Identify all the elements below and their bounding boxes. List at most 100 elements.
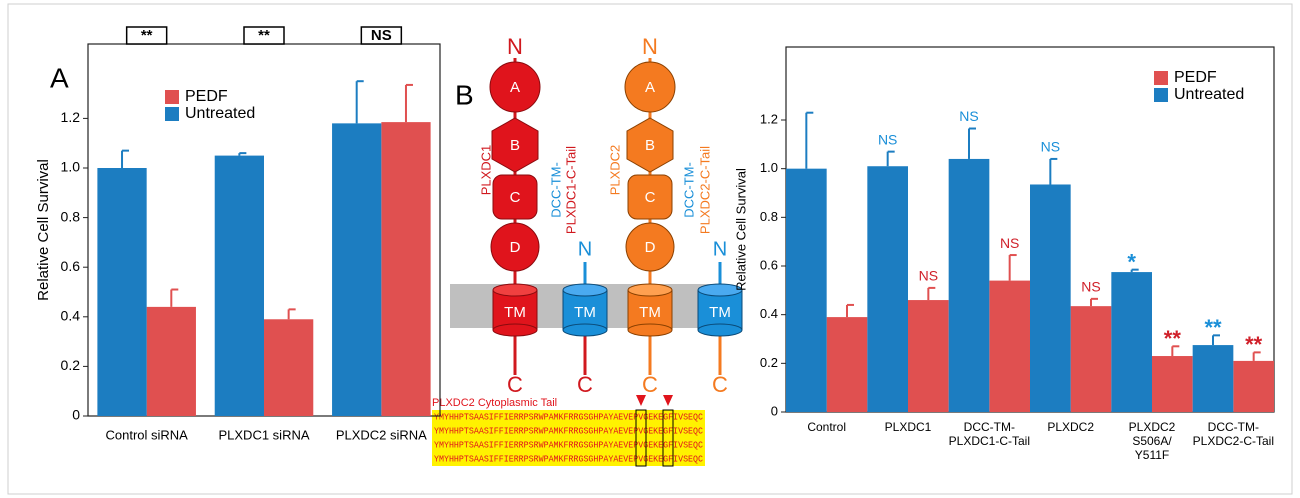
legend-swatch xyxy=(1154,88,1168,102)
tm-cylinder xyxy=(627,323,673,337)
x-tick-label: PLXDC2 siRNA xyxy=(336,427,427,442)
bar xyxy=(867,166,908,412)
legend-label: Untreated xyxy=(185,105,255,122)
sequence: YMYHHPTSAASIFFIERRPSRWPAMKFRRGSGHPAYAEVE… xyxy=(434,454,704,464)
tm-cylinder xyxy=(697,323,743,337)
domain xyxy=(489,61,541,113)
c-terminus: C xyxy=(642,372,658,397)
x-tick-label: DCC-TM- xyxy=(1208,420,1259,434)
annotation: * xyxy=(1127,249,1136,274)
y-tick-label: 1.0 xyxy=(61,159,81,175)
tm-cylinder xyxy=(562,289,608,331)
domain xyxy=(491,117,539,173)
annotation: NS xyxy=(1081,279,1100,295)
bar xyxy=(1233,360,1274,412)
y-tick-label: 0.4 xyxy=(760,306,778,321)
x-tick-label: PLXDC1-C-Tail xyxy=(949,434,1030,448)
diagram: B N A B C D TM C PLXDC1 N TM C DCC-TM- P… xyxy=(432,34,743,467)
bar xyxy=(989,280,1030,412)
domain-label: C xyxy=(510,189,521,206)
site-box xyxy=(662,409,674,467)
bar xyxy=(1152,356,1193,412)
significance-label: NS xyxy=(371,27,392,44)
x-tick-label: PLXDC2-C-Tail xyxy=(1193,434,1274,448)
site-marker xyxy=(636,395,646,406)
domain xyxy=(624,61,676,113)
x-tick-label: Control siRNA xyxy=(105,427,188,442)
legend-label: Untreated xyxy=(1174,86,1244,103)
domain-label: B xyxy=(510,137,520,154)
tm-cylinder xyxy=(562,323,608,337)
x-tick-label: DCC-TM- xyxy=(964,420,1015,434)
tm-cylinder xyxy=(492,323,538,337)
bar xyxy=(381,122,431,417)
legend-label: PEDF xyxy=(185,88,228,105)
bar xyxy=(908,300,949,412)
annotation: NS xyxy=(919,268,938,284)
annotation: ** xyxy=(1204,315,1222,340)
annotation: ** xyxy=(1245,332,1263,357)
y-tick-label: 0.2 xyxy=(61,357,81,373)
site-box xyxy=(635,409,647,467)
domain-label: D xyxy=(645,239,656,256)
y-tick-label: 0 xyxy=(771,403,778,418)
tm-label: TM xyxy=(639,304,661,321)
domain-label: D xyxy=(510,239,521,256)
bar xyxy=(948,158,990,412)
y-axis-label: Relative Cell Survival xyxy=(733,168,748,291)
x-tick-label: PLXDC2 xyxy=(1129,420,1176,434)
y-tick-label: 1.2 xyxy=(760,111,778,126)
x-tick-label: S506A/ xyxy=(1132,434,1172,448)
bar xyxy=(1070,306,1112,412)
sequence: YMYHHPTSAASIFFIERRPSRWPAMKFRRGSGHPAYAEVE… xyxy=(434,426,704,436)
protein-name: PLXDC1-C-Tail xyxy=(563,146,578,234)
y-tick-label: 0.6 xyxy=(760,257,778,272)
tm-cylinder xyxy=(697,283,743,297)
legend-label: PEDF xyxy=(1174,69,1217,86)
protein-name: PLXDC2-C-Tail xyxy=(697,146,712,234)
annotation: NS xyxy=(878,131,897,147)
tm-cylinder xyxy=(627,289,673,331)
annotation: NS xyxy=(959,108,978,124)
protein-name: DCC-TM- xyxy=(548,162,563,218)
tm-cylinder xyxy=(697,289,743,331)
x-tick-label: PLXDC1 siRNA xyxy=(218,427,309,442)
significance-label: ** xyxy=(258,27,270,44)
bar xyxy=(1111,272,1152,412)
bar xyxy=(264,319,314,416)
y-tick-label: 0.8 xyxy=(760,209,778,224)
c-terminus: C xyxy=(577,372,593,397)
significance-box xyxy=(125,26,168,45)
domain xyxy=(490,222,540,272)
significance-box xyxy=(243,26,285,45)
annotation: NS xyxy=(1041,139,1060,155)
domain xyxy=(626,117,674,173)
bar xyxy=(214,155,264,416)
domain-label: C xyxy=(645,189,656,206)
domain xyxy=(627,174,673,220)
domain-label: A xyxy=(510,79,520,96)
x-tick-label: Y511F xyxy=(1135,448,1169,462)
legend-swatch xyxy=(1154,71,1168,85)
annotation: ** xyxy=(1164,326,1182,351)
protein-name: PLXDC1 xyxy=(478,145,493,196)
y-tick-label: 1.0 xyxy=(760,160,778,175)
tm-cylinder xyxy=(562,283,608,297)
panel-label: A xyxy=(50,62,69,93)
tm-label: TM xyxy=(504,304,526,321)
bar xyxy=(1192,345,1234,412)
site-marker xyxy=(663,395,673,406)
x-tick-label: Control xyxy=(807,420,846,434)
n-terminus: N xyxy=(578,238,592,260)
panel-label: B xyxy=(455,79,474,110)
legend-swatch xyxy=(165,90,179,104)
n-terminus: N xyxy=(507,34,523,59)
tm-label: TM xyxy=(709,304,731,321)
protein-name: PLXDC2 xyxy=(607,145,622,196)
y-axis-label: Relative Cell Survival xyxy=(35,159,52,301)
y-tick-label: 0 xyxy=(72,407,80,423)
c-terminus: C xyxy=(712,372,728,397)
y-tick-label: 0.2 xyxy=(760,355,778,370)
n-terminus: N xyxy=(713,238,727,260)
